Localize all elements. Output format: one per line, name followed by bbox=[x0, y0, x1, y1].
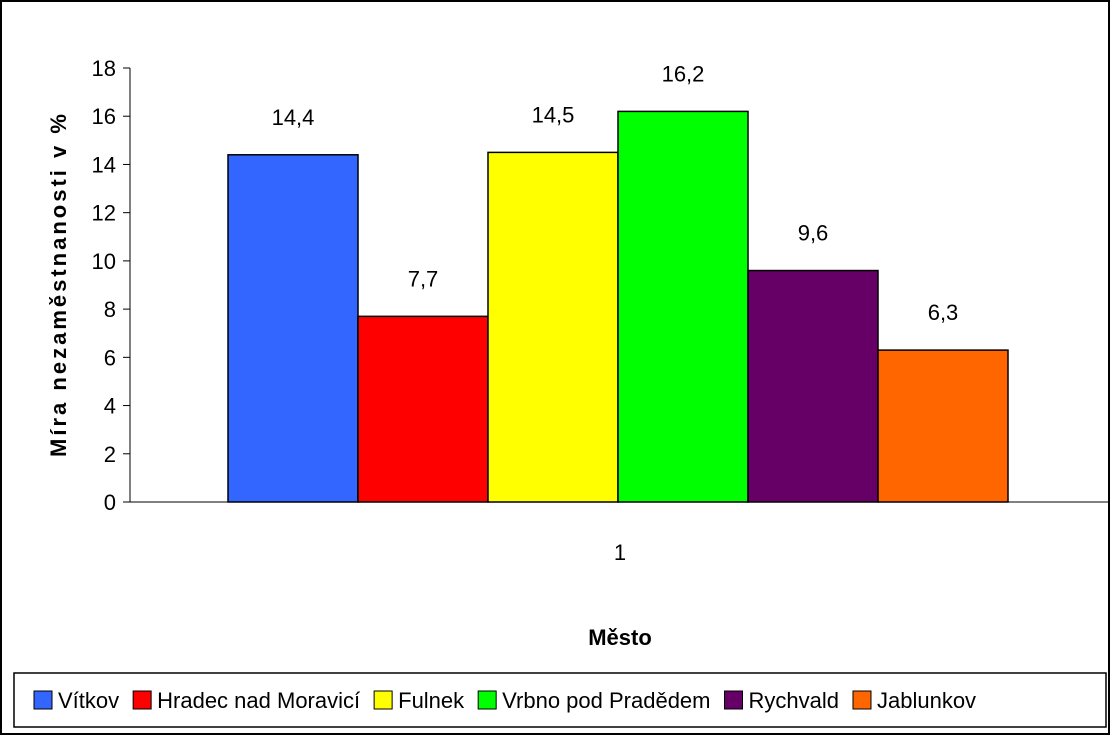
legend-swatch bbox=[724, 690, 743, 710]
y-axis-title: Míra nezaměstnanosti v % bbox=[46, 111, 71, 457]
legend-label: Fulnek bbox=[398, 688, 465, 713]
legend-swatch bbox=[132, 690, 152, 710]
data-label: 9,6 bbox=[798, 221, 829, 246]
legend-label: Hradec nad Moravicí bbox=[157, 688, 360, 713]
y-tick-label: 2 bbox=[104, 442, 116, 467]
data-label: 14,4 bbox=[272, 105, 315, 130]
legend-box bbox=[13, 672, 1107, 728]
legend-swatch bbox=[33, 690, 53, 710]
y-tick-label: 6 bbox=[104, 345, 116, 370]
y-tick-label: 10 bbox=[92, 249, 116, 274]
legend-label: Rychvald bbox=[749, 688, 839, 713]
bar bbox=[487, 151, 619, 503]
bar bbox=[617, 110, 749, 503]
y-ticks: 0 2 4 6 8 10 12 14 16 18 bbox=[92, 56, 130, 515]
bar bbox=[747, 269, 879, 503]
y-tick-label: 12 bbox=[92, 201, 116, 226]
legend: Vítkov Hradec nad Moravicí Fulnek Vrbno pod… bbox=[33, 688, 976, 713]
x-axis-title: Město bbox=[588, 625, 652, 650]
y-tick-label: 8 bbox=[104, 297, 116, 322]
bar bbox=[357, 315, 489, 503]
legend-swatch bbox=[852, 690, 872, 710]
bar bbox=[877, 349, 1009, 503]
bars bbox=[227, 110, 1009, 503]
legend-label: Vítkov bbox=[58, 688, 119, 713]
y-tick-label: 4 bbox=[104, 394, 116, 419]
legend-label: Vrbno pod Pradědem bbox=[502, 688, 710, 713]
y-tick-label: 16 bbox=[92, 104, 116, 129]
data-label: 7,7 bbox=[408, 266, 439, 291]
data-labels: 14,4 7,7 14,5 16,2 9,6 6,3 bbox=[272, 61, 959, 325]
data-label: 14,5 bbox=[532, 102, 575, 127]
y-tick-label: 0 bbox=[104, 490, 116, 515]
y-tick-label: 18 bbox=[92, 56, 116, 81]
bar bbox=[227, 154, 359, 503]
legend-swatch bbox=[477, 690, 497, 710]
data-label: 16,2 bbox=[662, 61, 705, 86]
data-label: 6,3 bbox=[928, 300, 959, 325]
legend-label: Jablunkov bbox=[877, 688, 976, 713]
legend-swatch bbox=[373, 690, 393, 710]
x-category-label: 1 bbox=[614, 540, 626, 565]
y-tick-label: 14 bbox=[92, 152, 116, 177]
